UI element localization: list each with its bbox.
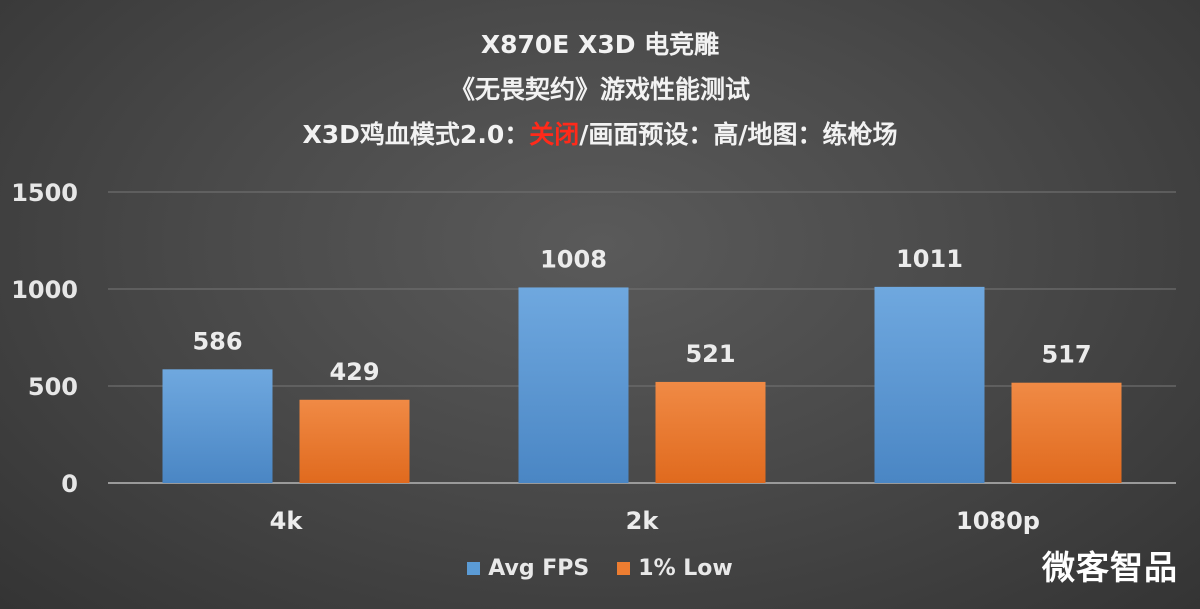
legend-item-avg: Avg FPS xyxy=(467,556,589,581)
x-tick-label: 4k xyxy=(270,507,304,535)
bar xyxy=(299,399,410,483)
bar xyxy=(874,286,985,483)
bar xyxy=(1011,382,1122,483)
y-tick-label: 1500 xyxy=(11,179,78,207)
legend-label-avg: Avg FPS xyxy=(488,556,590,581)
legend: Avg FPS 1% Low xyxy=(0,556,1200,581)
legend-swatch-avg xyxy=(467,562,481,575)
bar xyxy=(162,369,273,483)
data-label: 521 xyxy=(685,340,735,368)
x-tick-label: 2k xyxy=(626,507,660,535)
settings-highlight: 关闭 xyxy=(529,120,580,149)
data-label: 586 xyxy=(192,327,242,355)
y-tick-label: 500 xyxy=(28,373,78,401)
bar xyxy=(655,381,766,483)
y-tick-label: 1000 xyxy=(11,276,78,304)
settings-suffix: /画面预设：高/地图：练枪场 xyxy=(579,120,898,149)
legend-label-low: 1% Low xyxy=(638,556,733,581)
bar xyxy=(518,287,629,483)
data-label: 1008 xyxy=(540,245,607,273)
settings-prefix: X3D鸡血模式2.0： xyxy=(302,120,530,149)
y-tick-label: 0 xyxy=(61,470,78,498)
chart-subtitle: 《无畏契约》游戏性能测试 xyxy=(449,75,750,104)
watermark: 微客智品 xyxy=(1042,548,1178,587)
chart-title: X870E X3D 电竞雕 xyxy=(480,30,720,59)
legend-item-low: 1% Low xyxy=(617,556,733,581)
chart-titles: X870E X3D 电竞雕 《无畏契约》游戏性能测试 X3D鸡血模式2.0：关闭… xyxy=(0,22,1200,157)
x-tick-label: 1080p xyxy=(956,507,1040,535)
data-label: 429 xyxy=(329,358,379,386)
data-label: 1011 xyxy=(896,245,963,273)
data-label: 517 xyxy=(1041,341,1091,369)
legend-swatch-low xyxy=(617,562,631,575)
chart-settings-line: X3D鸡血模式2.0：关闭/画面预设：高/地图：练枪场 xyxy=(0,112,1200,157)
